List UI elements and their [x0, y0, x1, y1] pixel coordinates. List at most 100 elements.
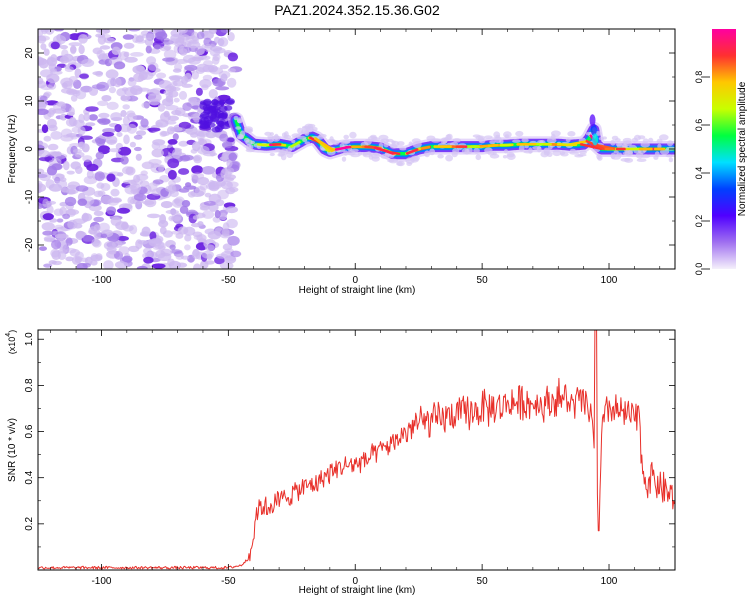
ridge-fringe: [452, 138, 461, 143]
ridge-fringe: [653, 155, 659, 160]
noise-blob: [203, 60, 214, 67]
noise-blob: [186, 211, 199, 216]
noise-blob: [79, 73, 89, 79]
noise-blob: [75, 230, 85, 239]
noise-blob: [147, 62, 159, 71]
noise-blob: [227, 235, 240, 246]
noise-blob: [48, 124, 58, 132]
x-tick-label: -50: [221, 275, 236, 286]
ridge-fringe: [546, 137, 557, 144]
ridge-fringe: [410, 155, 420, 162]
noise-blob: [46, 205, 54, 215]
noise-blob: [199, 206, 210, 211]
noise-blob: [43, 91, 52, 97]
ridge-hotspot: [373, 146, 395, 155]
ridge-fringe: [368, 154, 374, 160]
noise-blob: [65, 247, 77, 254]
noise-blob: [68, 116, 77, 127]
noise-blob: [95, 151, 105, 160]
noise-blob: [174, 40, 187, 48]
noise-blob: [227, 52, 239, 62]
ridge-fringe: [659, 134, 669, 141]
noise-blob: [227, 68, 236, 73]
noise-blob: [180, 255, 190, 260]
noise-blob: [97, 100, 109, 107]
noise-blob: [208, 89, 218, 99]
noise-blob: [59, 45, 68, 50]
noise-blob: [38, 100, 49, 108]
noise-blob: [205, 131, 217, 139]
noise-blob: [43, 235, 56, 242]
noise-blob: [219, 262, 234, 269]
noise-blob: [98, 112, 110, 119]
noise-blob: [106, 206, 117, 215]
noise-blob: [147, 213, 161, 219]
noise-blob: [53, 29, 64, 32]
noise-blob: [164, 104, 179, 111]
noise-blob: [53, 208, 64, 216]
noise-blob: [151, 148, 164, 158]
ridge-fringe: [245, 148, 255, 153]
noise-blob: [184, 234, 192, 242]
ridge-fringe: [431, 138, 441, 143]
ridge-fringe: [329, 136, 334, 143]
ridge-fringe: [286, 151, 294, 158]
noise-blob: [162, 230, 173, 238]
x-tick-label: 50: [477, 576, 489, 587]
noise-blob: [103, 241, 116, 250]
noise-blob: [169, 244, 176, 251]
noise-blob: [196, 31, 205, 40]
ridge-fringe: [343, 134, 350, 140]
noise-blob: [202, 210, 215, 219]
noise-blob: [165, 185, 176, 193]
noise-blob: [228, 152, 238, 162]
noise-blob: [208, 179, 216, 190]
noise-blob: [182, 102, 192, 111]
noise-blob: [162, 57, 175, 62]
noise-blob: [117, 236, 129, 241]
x-tick-label: -100: [91, 576, 111, 587]
ridge-hotspot: [596, 144, 618, 151]
noise-blob: [40, 43, 47, 50]
noise-blob: [191, 249, 201, 260]
snr-ylabel: SNR (10 * v/v): [7, 418, 18, 482]
ridge-hotspot: [334, 145, 350, 151]
noise-blob: [216, 119, 227, 127]
ridge-fringe: [473, 147, 480, 154]
noise-blob: [38, 156, 53, 162]
noise-blob: [88, 114, 99, 121]
noise-blob: [173, 97, 180, 103]
noise-blob: [106, 101, 119, 110]
noise-blob: [65, 256, 74, 262]
noise-blob: [217, 189, 229, 200]
noise-blob: [141, 226, 151, 237]
noise-blob: [143, 247, 152, 255]
noise-blob: [74, 151, 85, 158]
noise-blob: [167, 139, 178, 145]
noise-blob: [218, 105, 228, 113]
noise-blob: [83, 112, 90, 122]
noise-blob: [47, 56, 54, 65]
noise-blob: [142, 200, 155, 205]
noise-blob: [184, 244, 191, 251]
noise-blob: [57, 179, 68, 189]
noise-blob: [46, 109, 55, 118]
noise-blob: [201, 30, 214, 40]
y-tick-label: 0: [24, 146, 35, 152]
ridge-burst: [589, 114, 596, 127]
noise-blob: [113, 77, 122, 88]
ridge-fringe: [521, 138, 529, 143]
ridge-fringe: [668, 157, 674, 163]
y-tick-label: 0.2: [24, 516, 35, 530]
noise-blob: [145, 45, 152, 54]
noise-blob: [93, 210, 104, 216]
y-tick-label: -20: [24, 237, 35, 252]
noise-blob: [122, 34, 135, 40]
ridge-fringe: [512, 139, 521, 143]
ridge-hotspot: [290, 140, 301, 148]
noise-blob: [169, 75, 181, 82]
ridge-fringe: [305, 126, 314, 133]
noise-blob: [77, 198, 88, 206]
snr-xlabel: Height of straight line (km): [299, 585, 416, 596]
y-tick-label: 0.6: [24, 424, 35, 438]
